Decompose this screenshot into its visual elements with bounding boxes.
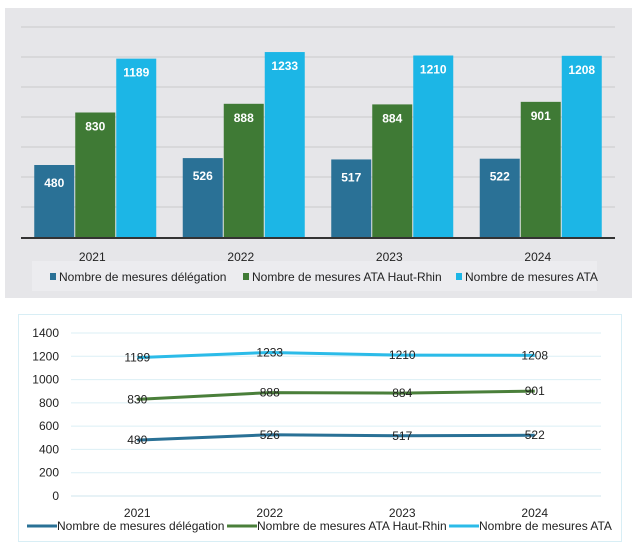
data-label: 517	[392, 429, 412, 443]
bar	[413, 55, 454, 237]
y-tick-label: 800	[39, 396, 59, 410]
bar	[331, 159, 372, 237]
y-tick-label: 600	[39, 419, 59, 433]
y-tick-label: 1400	[32, 326, 59, 340]
y-tick-label: 400	[39, 442, 59, 456]
x-tick-label: 2021	[124, 506, 151, 520]
series-line	[137, 433, 535, 442]
x-tick-label: 2022	[256, 506, 283, 520]
data-label: 480	[44, 176, 64, 190]
x-tick-label: 2024	[524, 250, 551, 264]
data-label: 517	[341, 170, 361, 184]
legend-swatch	[456, 273, 462, 280]
bar	[372, 104, 413, 238]
y-tick-label: 1000	[32, 373, 59, 387]
legend-label: Nombre de mesures ATA	[479, 519, 612, 533]
data-label: 901	[531, 109, 551, 123]
x-tick-label: 2023	[376, 250, 403, 264]
series-line	[137, 350, 535, 360]
data-label: 1233	[256, 345, 283, 359]
y-tick-label: 200	[39, 466, 59, 480]
data-label: 480	[127, 433, 147, 447]
bar	[116, 58, 157, 238]
line-chart: 0 200 400 600 800 1000 1200 1400 2021 2022 2023 202…	[27, 326, 612, 533]
data-label: 1233	[271, 59, 298, 73]
bar	[223, 103, 264, 237]
data-label: 522	[525, 428, 545, 442]
bar-chart-panel: 480 830 1189 2021 526 888 1233 2022 517 884 1210 20…	[5, 8, 632, 298]
bar-chart: 480 830 1189 2021 526 888 1233 2022 517 884 1210 20…	[21, 26, 615, 291]
data-label: 1189	[123, 66, 149, 80]
legend-label: Nombre de mesures ATA Haut-Rhin	[252, 270, 442, 284]
data-label: 1210	[420, 63, 447, 77]
data-label: 1189	[124, 351, 150, 365]
bar	[520, 101, 561, 237]
legend-label: Nombre de mesures ATA	[465, 270, 598, 284]
legend-label: Nombre de mesures ATA Haut-Rhin	[257, 519, 447, 533]
bar	[182, 158, 223, 237]
line-chart-panel: 0 200 400 600 800 1000 1200 1400 2021 2022 2023 202…	[18, 314, 622, 542]
series-line	[137, 389, 535, 401]
y-tick-label: 1200	[32, 349, 59, 363]
legend-swatch	[243, 273, 249, 280]
data-label: 888	[260, 386, 280, 400]
bar	[75, 112, 116, 237]
x-tick-label: 2021	[79, 250, 106, 264]
legend-label: Nombre de mesures délégation	[57, 519, 224, 533]
x-tick-label: 2023	[389, 506, 416, 520]
data-label: 888	[234, 111, 254, 125]
data-label: 1208	[521, 348, 548, 362]
bar	[34, 165, 75, 237]
x-tick-label: 2024	[521, 506, 548, 520]
data-label: 1208	[568, 63, 595, 77]
x-tick-label: 2022	[227, 250, 254, 264]
data-label: 526	[193, 169, 213, 183]
legend	[32, 261, 597, 291]
data-label: 901	[525, 384, 545, 398]
legend-swatch	[50, 273, 56, 280]
bar	[561, 55, 602, 237]
data-label: 830	[127, 392, 147, 406]
data-label: 526	[260, 428, 280, 442]
data-label: 884	[392, 386, 412, 400]
data-label: 522	[490, 170, 510, 184]
data-label: 830	[85, 120, 105, 134]
legend-label: Nombre de mesures délégation	[59, 270, 226, 284]
bar	[479, 158, 520, 237]
data-label: 1210	[389, 348, 416, 362]
y-tick-label: 0	[52, 489, 59, 503]
data-label: 884	[382, 111, 402, 125]
bar	[264, 52, 305, 237]
